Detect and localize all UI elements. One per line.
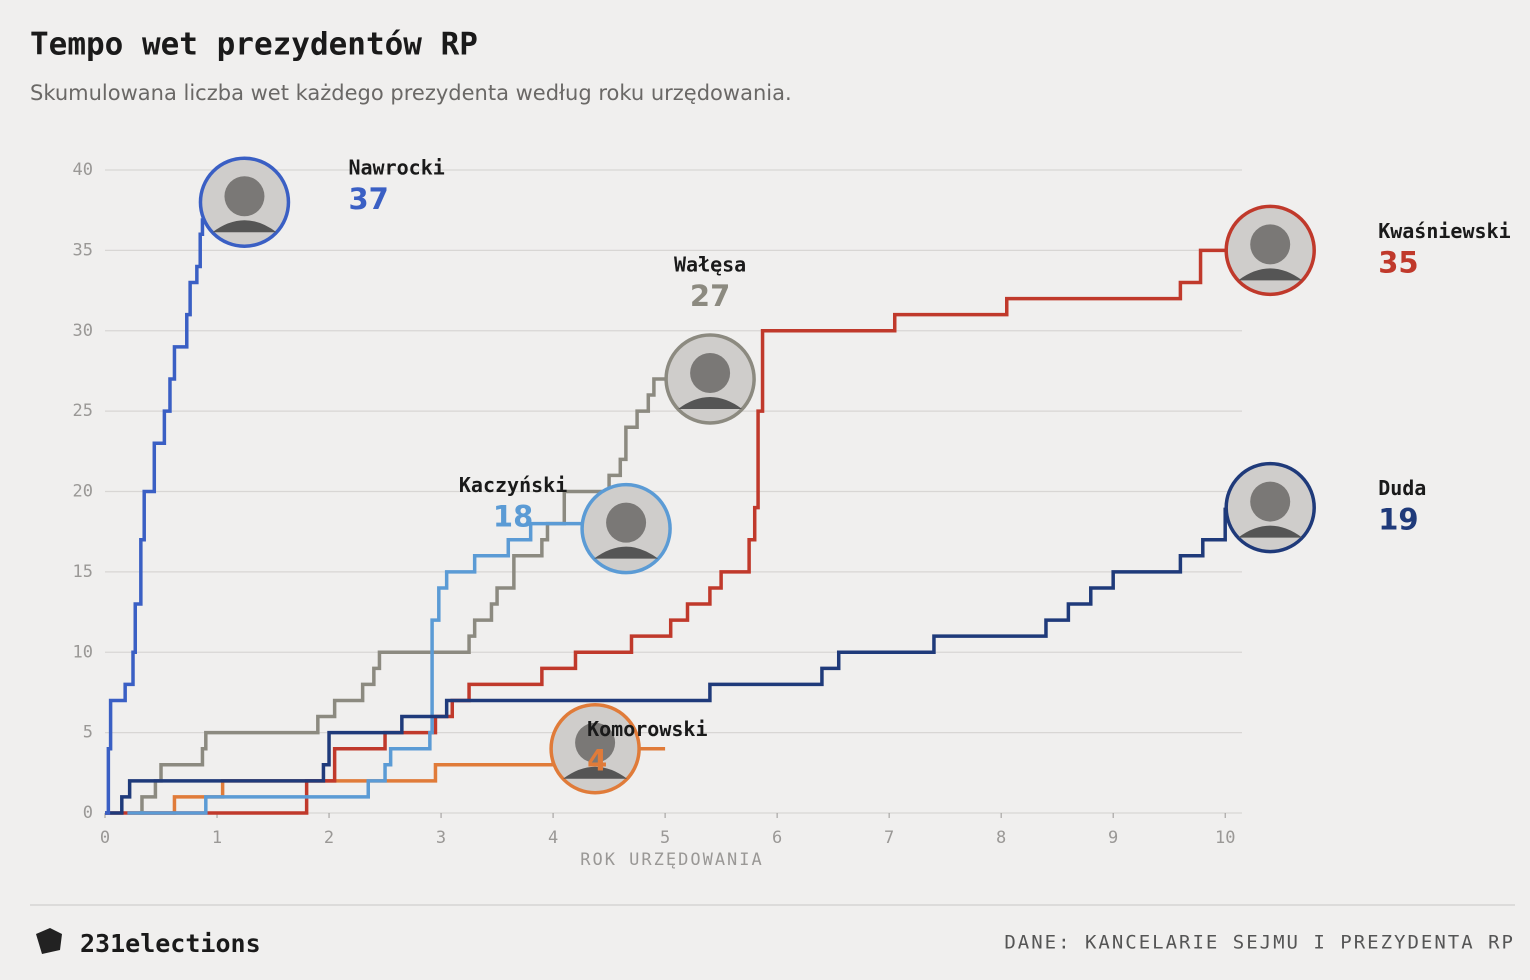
y-tick-label: 20 — [73, 482, 93, 502]
portrait-head — [1250, 224, 1291, 265]
x-tick-label: 6 — [772, 828, 782, 848]
series-name: Nawrocki — [348, 156, 444, 180]
series-name: Duda — [1378, 476, 1426, 500]
x-axis-label: ROK URZĘDOWANIA — [580, 850, 764, 870]
x-tick-label: 8 — [996, 828, 1006, 848]
series-name: Kaczyński — [459, 473, 567, 497]
series-total: 19 — [1378, 503, 1418, 537]
portrait-head — [575, 722, 616, 763]
portrait-body — [1238, 525, 1303, 538]
brand-icon — [36, 928, 62, 954]
portrait-head — [224, 176, 265, 217]
chart-title: Tempo wet prezydentów RP — [30, 27, 478, 63]
y-tick-label: 15 — [73, 562, 93, 582]
series-total: 4 — [587, 744, 607, 778]
series-name: Kwaśniewski — [1378, 219, 1510, 243]
series-line — [105, 218, 205, 815]
series-total: 35 — [1378, 245, 1418, 279]
series-name: Wałęsa — [674, 252, 746, 276]
portrait-body — [594, 546, 659, 559]
y-tick-label: 0 — [83, 803, 93, 823]
y-tick-label: 25 — [73, 401, 93, 421]
chart-subtitle: Skumulowana liczba wet każdego prezydent… — [30, 81, 792, 105]
portrait-body — [1238, 268, 1303, 281]
series-total: 18 — [493, 500, 533, 534]
brand: 231elections — [80, 929, 261, 958]
y-tick-label: 5 — [83, 723, 93, 743]
portrait-body — [678, 396, 743, 409]
portrait-head — [606, 502, 647, 543]
portrait-body — [563, 766, 628, 779]
x-tick-label: 3 — [436, 828, 446, 848]
x-tick-label: 7 — [884, 828, 894, 848]
x-tick-label: 4 — [548, 828, 558, 848]
series-total: 27 — [690, 279, 730, 313]
series-name: Komorowski — [587, 717, 707, 741]
series-line — [105, 248, 1226, 815]
series-line — [105, 507, 1227, 815]
x-tick-label: 10 — [1215, 828, 1235, 848]
portrait-body — [212, 220, 277, 233]
x-tick-label: 0 — [100, 828, 110, 848]
y-tick-label: 40 — [73, 160, 93, 180]
x-tick-label: 9 — [1108, 828, 1118, 848]
y-tick-label: 35 — [73, 240, 93, 260]
y-tick-label: 10 — [73, 642, 93, 662]
series-total: 37 — [348, 182, 388, 216]
series-line — [138, 377, 666, 815]
source: DANE: KANCELARIE SEJMU I PREZYDENTA RP — [1004, 932, 1515, 954]
x-tick-label: 2 — [324, 828, 334, 848]
portrait-head — [1250, 481, 1291, 522]
x-tick-label: 5 — [660, 828, 670, 848]
y-tick-label: 30 — [73, 321, 93, 341]
portrait-head — [690, 352, 731, 393]
x-tick-label: 1 — [212, 828, 222, 848]
series-line — [127, 521, 582, 815]
